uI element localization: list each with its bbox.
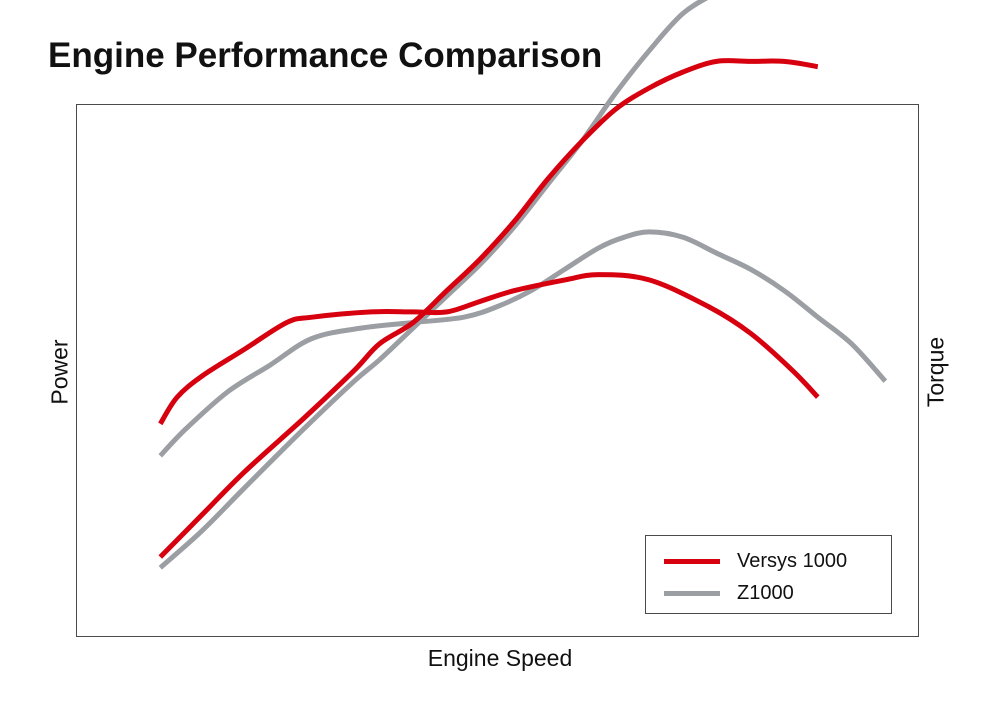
plot-area	[76, 104, 919, 637]
z1000-torque-line	[158, 229, 888, 458]
legend-label-versys: Versys 1000	[737, 549, 848, 572]
versys-power-line	[158, 58, 819, 559]
chart-title: Engine Performance Comparison	[48, 36, 603, 75]
legend-item-versys: Versys 1000	[664, 548, 847, 574]
legend-swatch-z1000	[664, 590, 720, 596]
z1000-power-line	[158, 0, 709, 570]
legend-label-z1000: Z1000	[737, 581, 794, 604]
legend: Versys 1000 Z1000	[645, 535, 892, 614]
legend-swatch-versys	[664, 558, 720, 564]
versys-torque-line	[158, 272, 820, 426]
x-axis-label: Engine Speed	[427, 645, 573, 671]
legend-item-z1000: Z1000	[664, 580, 794, 606]
